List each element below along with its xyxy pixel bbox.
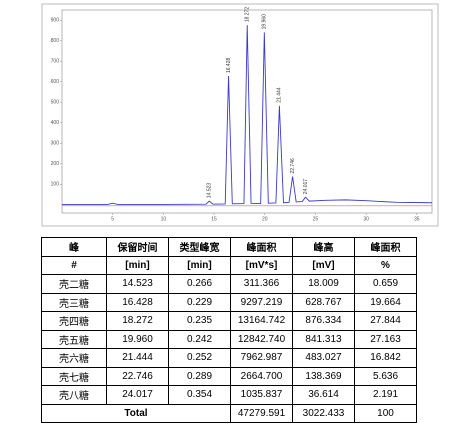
table-cell: 0.266 <box>168 274 231 294</box>
table-cell: [min] <box>168 255 231 275</box>
x-tick-label: 25 <box>313 216 319 222</box>
y-tick-label: 500 <box>51 100 60 106</box>
table-row: 峰保留时间 类型峰宽 峰面积 峰高 峰面积 <box>41 237 417 257</box>
table-cell: 24.017 <box>106 385 169 405</box>
table-cell: 100 <box>354 403 417 423</box>
table-cell: 0.229 <box>168 292 231 312</box>
table-cell: 12842.740 <box>230 329 293 349</box>
peak-label: 22.746 <box>290 158 296 174</box>
table-cell: 1035.837 <box>230 385 293 405</box>
peak-label: 18.272 <box>245 7 251 23</box>
table-cell: 0.289 <box>168 366 231 386</box>
table-cell: 21.444 <box>106 348 169 368</box>
table-cell: 18.009 <box>292 274 355 294</box>
y-tick-label: 300 <box>51 141 60 147</box>
x-tick-label: 10 <box>161 216 167 222</box>
table-cell: 47279.591 <box>230 403 293 423</box>
table-row: 壳三糖 16.428 0.229 9297.219 628.767 19.664 <box>41 292 417 312</box>
table-cell: Total <box>41 403 231 423</box>
table-cell: 18.272 <box>106 311 169 331</box>
table-row: 壳七糖 22.746 0.289 2664.700 138.369 5.636 <box>41 366 417 386</box>
table-cell: 峰 <box>41 237 107 257</box>
table-cell: 0.354 <box>168 385 231 405</box>
table-cell: 14.523 <box>106 274 169 294</box>
table-cell: 0.252 <box>168 348 231 368</box>
table-cell: 2.191 <box>354 385 417 405</box>
table-cell: 9297.219 <box>230 292 293 312</box>
table-cell: 壳五糖 <box>41 329 107 349</box>
table-cell: 0.659 <box>354 274 417 294</box>
table-cell: 壳三糖 <box>41 292 107 312</box>
x-tick-label: 35 <box>414 216 420 222</box>
table-cell: 13164.742 <box>230 311 293 331</box>
chromatogram: 5 10 15 20 25 30 35 100 200 300 400 500 600 700 800 900… <box>41 3 439 227</box>
table-row: 壳六糖 21.444 0.252 7962.987 483.027 16.842 <box>41 348 417 368</box>
table-cell: 16.842 <box>354 348 417 368</box>
peak-label: 24.017 <box>303 179 309 195</box>
table-cell: 峰面积 <box>230 237 293 257</box>
table-cell: [min] <box>106 255 169 275</box>
y-tick-label: 100 <box>51 182 60 188</box>
table-cell: 0.242 <box>168 329 231 349</box>
y-tick-label: 700 <box>51 59 60 65</box>
table-row: 壳五糖 19.960 0.242 12842.740 841.313 27.163 <box>41 329 417 349</box>
table-cell: % <box>354 255 417 275</box>
table-cell: [mV*s] <box>230 255 293 275</box>
table-cell: 壳六糖 <box>41 348 107 368</box>
table-cell: 27.844 <box>354 311 417 331</box>
peak-label: 16.428 <box>226 58 232 74</box>
y-tick-label: 900 <box>51 18 60 24</box>
chromatogram-line <box>62 25 433 205</box>
x-tick-label: 5 <box>111 216 114 222</box>
table-row: 壳四糖 18.272 0.235 13164.742 876.334 27.844 <box>41 311 417 331</box>
y-tick-label: 800 <box>51 38 60 44</box>
table-cell: 19.960 <box>106 329 169 349</box>
x-tick-label: 20 <box>262 216 268 222</box>
table-cell: 0.235 <box>168 311 231 331</box>
table-cell: 峰高 <box>292 237 355 257</box>
table-cell: 2664.700 <box>230 366 293 386</box>
table-cell: 876.334 <box>292 311 355 331</box>
table-cell: 27.163 <box>354 329 417 349</box>
table-cell: 22.746 <box>106 366 169 386</box>
table-cell: 841.313 <box>292 329 355 349</box>
table-cell: 保留时间 <box>106 237 169 257</box>
peak-label: 19.960 <box>262 14 268 30</box>
table-cell: 311.366 <box>230 274 293 294</box>
y-tick-label: 400 <box>51 120 60 126</box>
table-cell: 483.027 <box>292 348 355 368</box>
chart-frame <box>41 3 439 227</box>
table-row: 壳二糖 14.523 0.266 311.366 18.009 0.659 <box>41 274 417 294</box>
results-table: 峰保留时间 类型峰宽 峰面积 峰高 峰面积 # [min] [min] [mV*s] [mV]% 壳… <box>41 237 417 423</box>
plot-frame <box>61 9 433 214</box>
table-row: # [min] [min] [mV*s] [mV]% <box>41 255 417 275</box>
x-tick-label: 30 <box>363 216 369 222</box>
table-cell: 19.664 <box>354 292 417 312</box>
table-cell: 壳四糖 <box>41 311 107 331</box>
table-cell: 36.614 <box>292 385 355 405</box>
table-cell: 壳二糖 <box>41 274 107 294</box>
table-cell: 壳八糖 <box>41 385 107 405</box>
table-cell: 峰面积 <box>354 237 417 257</box>
table-row: Total 47279.591 3022.433 100 <box>41 403 417 423</box>
table-cell: 壳七糖 <box>41 366 107 386</box>
table-cell: 138.369 <box>292 366 355 386</box>
table-cell: 类型峰宽 <box>168 237 231 257</box>
peak-label: 21.444 <box>277 87 283 103</box>
table-cell: 16.428 <box>106 292 169 312</box>
y-tick-label: 200 <box>51 161 60 167</box>
table-row: 壳八糖 24.017 0.354 1035.837 36.614 2.191 <box>41 385 417 405</box>
table-cell: # <box>41 255 107 275</box>
table-cell: 5.636 <box>354 366 417 386</box>
peak-label: 14.523 <box>207 183 213 199</box>
table-cell: 7962.987 <box>230 348 293 368</box>
table-cell: 628.767 <box>292 292 355 312</box>
x-tick-label: 15 <box>211 216 217 222</box>
table-cell: 3022.433 <box>292 403 355 423</box>
table-cell: [mV] <box>292 255 355 275</box>
y-tick-label: 600 <box>51 79 60 85</box>
